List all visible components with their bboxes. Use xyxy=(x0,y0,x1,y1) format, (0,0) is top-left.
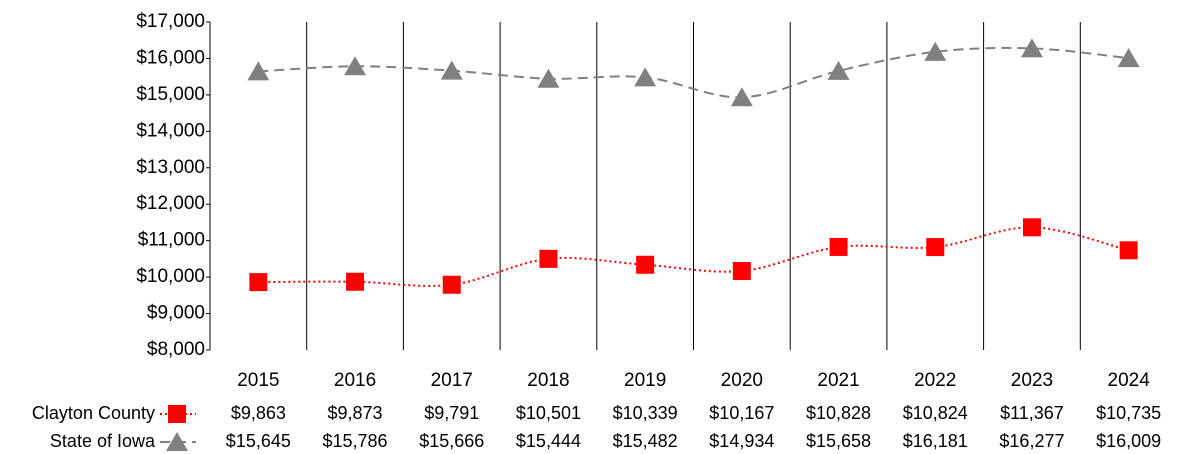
legend-marker xyxy=(166,432,188,451)
data-point xyxy=(442,275,461,294)
data-point xyxy=(247,61,270,81)
value-label: $9,863 xyxy=(231,403,286,423)
data-point xyxy=(346,272,365,291)
y-tick-label: $8,000 xyxy=(147,339,205,360)
value-label: $16,181 xyxy=(903,431,968,451)
value-label: $10,501 xyxy=(516,403,581,423)
y-tick-label: $11,000 xyxy=(138,230,205,251)
data-point xyxy=(1119,241,1138,260)
value-label: $11,367 xyxy=(1000,403,1064,423)
value-label: $16,277 xyxy=(999,431,1064,451)
value-label: $10,735 xyxy=(1096,403,1161,423)
y-tick-label: $12,000 xyxy=(136,193,205,214)
y-tick-label: $15,000 xyxy=(136,84,205,105)
data-point xyxy=(249,273,268,292)
data-point xyxy=(730,87,753,107)
data-point xyxy=(634,67,657,87)
x-tick-label: 2016 xyxy=(334,370,376,391)
series-line xyxy=(258,46,1129,99)
value-label: $15,645 xyxy=(226,431,291,451)
y-tick-label: $17,000 xyxy=(136,11,205,32)
x-tick-label: 2021 xyxy=(817,370,859,391)
value-label: $15,482 xyxy=(613,431,678,451)
value-label: $9,873 xyxy=(328,403,383,423)
y-tick-label: $10,000 xyxy=(136,266,205,287)
data-point xyxy=(924,41,947,61)
x-tick-label: 2020 xyxy=(721,370,763,391)
value-label: $10,339 xyxy=(613,403,678,423)
data-point xyxy=(829,237,848,256)
value-label: $16,009 xyxy=(1096,431,1161,451)
data-point xyxy=(926,238,945,257)
legend-label: State of Iowa xyxy=(50,431,156,451)
x-tick-label: 2015 xyxy=(237,370,279,391)
value-label: $10,828 xyxy=(806,403,871,423)
value-label: $15,666 xyxy=(419,431,484,451)
x-tick-label: 2023 xyxy=(1011,370,1053,391)
data-point xyxy=(537,68,560,88)
data-point xyxy=(1020,38,1043,58)
x-tick-label: 2017 xyxy=(431,370,473,391)
value-label: $10,167 xyxy=(709,403,774,423)
data-point xyxy=(539,249,558,268)
y-tick-label: $14,000 xyxy=(136,120,205,141)
data-point xyxy=(440,60,463,80)
data-point xyxy=(1022,218,1041,237)
legend-label: Clayton County xyxy=(32,403,155,423)
value-label: $15,658 xyxy=(806,431,871,451)
value-label: $10,824 xyxy=(903,403,968,423)
value-label: $15,786 xyxy=(323,431,388,451)
series-line xyxy=(258,226,1129,287)
legend-marker xyxy=(168,405,186,423)
x-tick-label: 2024 xyxy=(1108,370,1151,391)
x-tick-label: 2018 xyxy=(527,370,569,391)
data-point xyxy=(344,56,367,76)
x-tick-label: 2022 xyxy=(914,370,956,391)
data-point xyxy=(636,255,655,274)
y-tick-label: $16,000 xyxy=(136,47,205,68)
y-tick-label: $13,000 xyxy=(136,157,205,178)
value-label: $14,934 xyxy=(709,431,774,451)
value-label: $15,444 xyxy=(516,431,581,451)
data-point xyxy=(732,262,751,281)
data-point xyxy=(1117,48,1140,68)
y-tick-label: $9,000 xyxy=(147,303,205,324)
x-tick-label: 2019 xyxy=(624,370,666,391)
value-label: $9,791 xyxy=(424,403,479,423)
data-point xyxy=(827,60,850,80)
